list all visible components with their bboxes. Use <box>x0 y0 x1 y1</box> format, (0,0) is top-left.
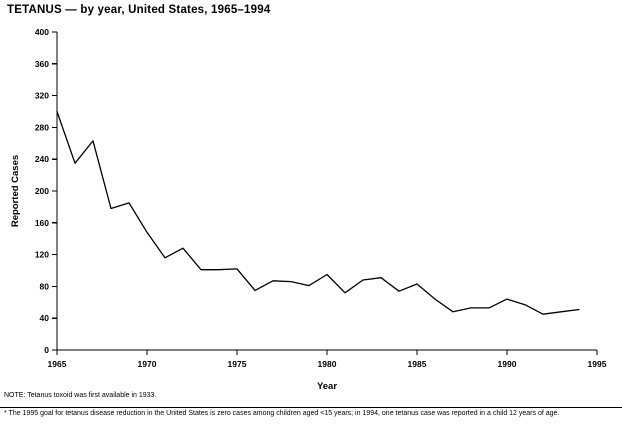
x-tick-label: 1990 <box>498 359 517 369</box>
y-tick-label: 40 <box>40 313 50 323</box>
x-tick-label: 1970 <box>138 359 157 369</box>
x-axis-label: Year <box>317 381 337 392</box>
x-tick-label: 1985 <box>408 359 427 369</box>
y-tick-label: 400 <box>35 27 49 37</box>
x-tick-label: 1975 <box>228 359 247 369</box>
y-tick-label: 120 <box>35 250 49 260</box>
y-axis-label: Reported Cases <box>10 155 21 227</box>
y-tick-label: 80 <box>40 281 50 291</box>
x-tick-label: 1980 <box>318 359 337 369</box>
y-tick-label: 320 <box>35 91 49 101</box>
y-tick-label: 160 <box>35 218 49 228</box>
y-tick-label: 0 <box>44 345 49 355</box>
x-tick-label: 1965 <box>48 359 67 369</box>
footnote-divider <box>0 407 622 408</box>
chart-footnote: * The 1995 goal for tetanus disease redu… <box>4 410 560 417</box>
y-tick-label: 240 <box>35 154 49 164</box>
data-line-reported-cases <box>56 110 580 315</box>
chart-note: NOTE: Tetanus toxoid was first available… <box>4 392 157 399</box>
y-tick-label: 280 <box>35 122 49 132</box>
y-tick-label: 360 <box>35 59 49 69</box>
y-tick-label: 200 <box>35 186 49 196</box>
x-tick-label: 1995 <box>588 359 607 369</box>
chart-title: TETANUS — by year, United States, 1965–1… <box>7 4 271 16</box>
